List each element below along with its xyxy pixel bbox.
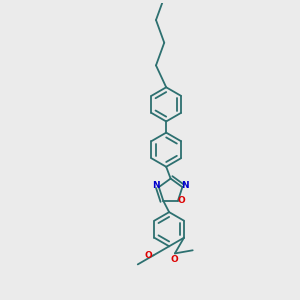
Text: O: O [144,251,152,260]
Text: N: N [152,181,160,190]
Text: N: N [182,181,189,190]
Text: O: O [171,255,179,264]
Text: O: O [178,196,185,206]
